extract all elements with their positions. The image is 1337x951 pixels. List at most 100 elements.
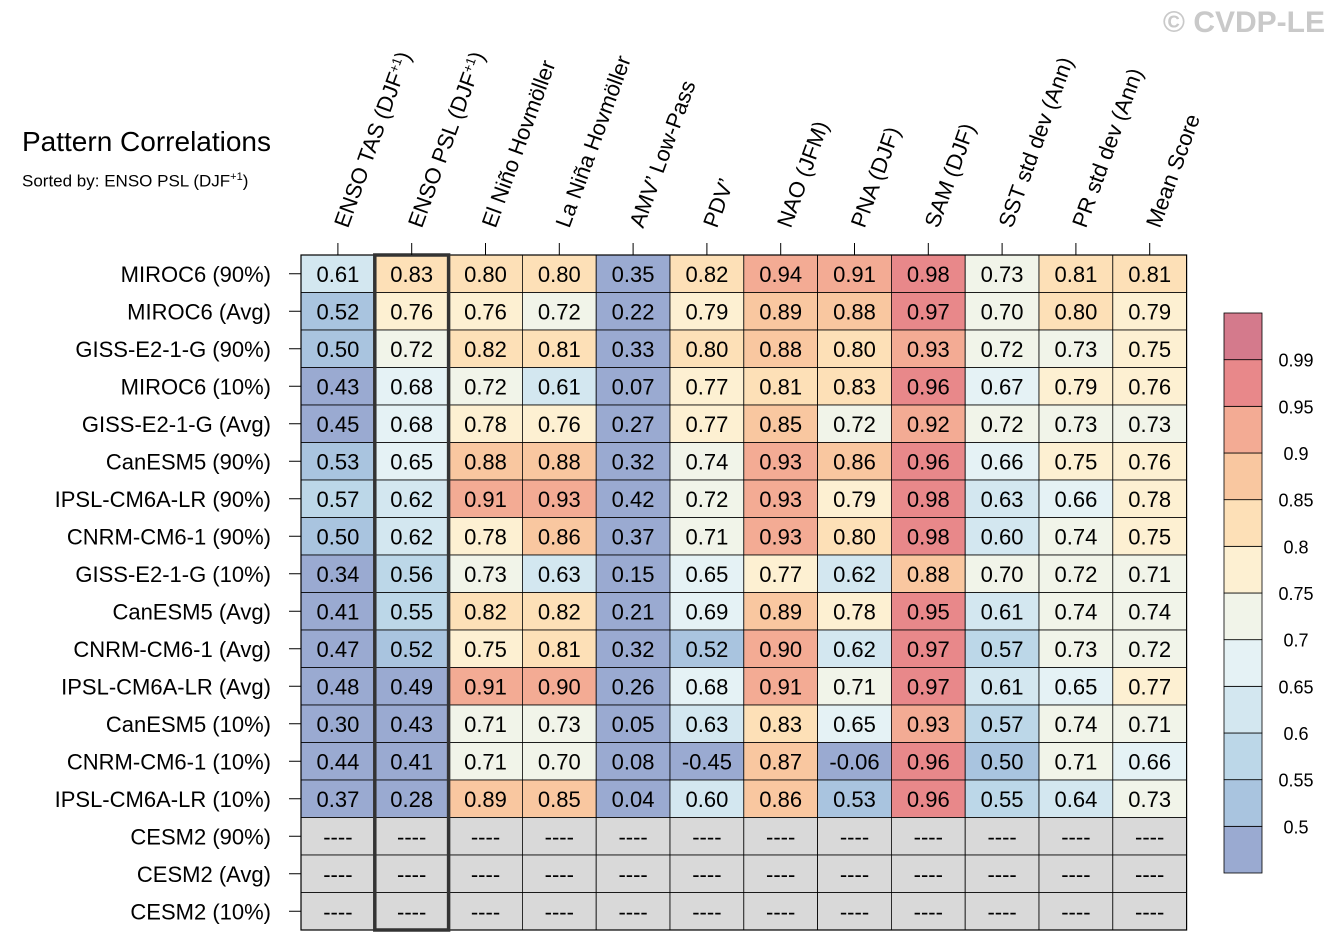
heatmap-cell <box>891 854 966 893</box>
column-header: ENSO TAS (DJF+1) <box>329 48 416 231</box>
cell-value-label: 0.79 <box>685 299 728 324</box>
heatmap-cell <box>595 554 671 593</box>
heatmap-cell <box>522 254 597 293</box>
cell-value-label: 0.52 <box>685 637 728 662</box>
row-label: MIROC6 (Avg) <box>127 299 271 324</box>
row-label: IPSL-CM6A-LR (Avg) <box>61 674 271 699</box>
cell-value-label: 0.26 <box>612 674 655 699</box>
heatmap-cell <box>743 779 818 818</box>
heatmap-cell <box>522 592 597 631</box>
heatmap-cell <box>522 892 597 931</box>
cell-value-label: 0.05 <box>612 712 655 737</box>
heatmap-cell <box>669 892 745 931</box>
heatmap-cell <box>743 517 818 556</box>
heatmap-cell <box>522 292 597 331</box>
heatmap-cell <box>522 742 597 781</box>
heatmap-cell <box>300 854 376 893</box>
cell-value-label: 0.47 <box>316 637 359 662</box>
cell-value-label: 0.70 <box>981 562 1024 587</box>
cell-value-label: ---- <box>618 862 647 887</box>
cell-value-label: 0.49 <box>390 674 433 699</box>
cell-value-label: ---- <box>987 862 1016 887</box>
cell-value-label: ---- <box>987 824 1016 849</box>
heatmap-cell <box>669 667 745 706</box>
cell-value-label: ---- <box>471 862 500 887</box>
cell-value-label: 0.78 <box>464 412 507 437</box>
column-header: La Niña Hovmöller <box>551 52 636 231</box>
cell-value-label: 0.04 <box>612 787 655 812</box>
heatmap-cell <box>1112 592 1188 631</box>
cell-value-label: 0.72 <box>981 412 1024 437</box>
cell-value-label: 0.66 <box>1128 749 1171 774</box>
row-label: GISS-E2-1-G (90%) <box>75 337 271 362</box>
heatmap-cell <box>374 479 449 518</box>
cell-value-label: 0.81 <box>1054 262 1097 287</box>
heatmap-cell <box>1112 329 1188 368</box>
heatmap-cell <box>1112 742 1188 781</box>
row-label: CNRM-CM6-1 (Avg) <box>73 637 271 662</box>
heatmap-cell <box>1112 517 1188 556</box>
cell-value-label: ---- <box>987 899 1016 924</box>
cell-value-label: 0.68 <box>390 374 433 399</box>
heatmap-cell <box>1112 442 1188 481</box>
cell-value-label: 0.97 <box>907 637 950 662</box>
heatmap-cell <box>669 742 745 781</box>
cell-value-label: 0.72 <box>1054 562 1097 587</box>
colorbar-label: 0.99 <box>1278 351 1313 371</box>
heatmap-cell <box>300 479 376 518</box>
heatmap-cell <box>669 442 745 481</box>
heatmap-cell <box>891 667 966 706</box>
heatmap-cell <box>891 442 966 481</box>
cell-value-label: 0.80 <box>685 337 728 362</box>
row-labels: MIROC6 (90%) MIROC6 (Avg) GISS-E2-1-G (90%… <box>55 262 271 925</box>
cell-value-label: 0.96 <box>907 449 950 474</box>
heatmap-frame <box>300 254 1188 931</box>
heatmap-cell <box>1038 554 1114 593</box>
column-header: SST std dev (Ann) <box>993 54 1078 231</box>
cell-value-label: 0.65 <box>1054 674 1097 699</box>
heatmap-cell <box>669 854 745 893</box>
heatmap-cell <box>891 479 966 518</box>
colorbar: 0.5 0.55 0.6 0.65 0.7 0.75 0.8 0.85 0.9 0.95 0.99 <box>1223 312 1314 874</box>
cell-value-label: 0.79 <box>833 487 876 512</box>
column-header: ENSO PSL (DJF+1) <box>403 48 490 231</box>
heatmap-cell <box>891 517 966 556</box>
cell-value-label: 0.75 <box>1054 449 1097 474</box>
heatmap-cell <box>374 742 449 781</box>
column-header: SAM (DJF) <box>920 120 981 231</box>
heatmap-cell <box>817 554 892 593</box>
cell-value-label: 0.80 <box>1054 299 1097 324</box>
cell-value-label: 0.92 <box>907 412 950 437</box>
colorbar-box <box>1223 779 1263 827</box>
heatmap-cell <box>964 404 1040 443</box>
heatmap-cell <box>1038 442 1114 481</box>
cell-value-label: 0.98 <box>907 262 950 287</box>
cell-value-label: 0.80 <box>833 524 876 549</box>
heatmap-cell <box>374 404 449 443</box>
row-label: GISS-E2-1-G (Avg) <box>82 412 271 437</box>
column-header: PDV’ <box>698 175 739 231</box>
heatmap-cells <box>300 254 1188 931</box>
cell-value-label: ---- <box>766 862 795 887</box>
heatmap-cell <box>1038 292 1114 331</box>
row-label: CanESM5 (Avg) <box>112 599 271 624</box>
cell-value-label: 0.73 <box>1128 412 1171 437</box>
cell-value-label: 0.82 <box>538 599 581 624</box>
column-header: PR std dev (Ann) <box>1067 65 1148 231</box>
row-label: CNRM-CM6-1 (10%) <box>67 749 271 774</box>
heatmap-cell <box>964 629 1040 668</box>
heatmap-cell <box>669 404 745 443</box>
cell-value-label: 0.66 <box>981 449 1024 474</box>
cell-value-label: ---- <box>397 862 426 887</box>
heatmap-cell <box>595 817 671 856</box>
cell-value-label: ---- <box>471 824 500 849</box>
heatmap-cell <box>1112 254 1188 293</box>
heatmap-cell <box>1112 404 1188 443</box>
cell-value-label: -0.06 <box>829 749 879 774</box>
cell-value-label: 0.55 <box>981 787 1024 812</box>
heatmap-cell <box>595 404 671 443</box>
heatmap-cell <box>300 554 376 593</box>
heatmap-cell <box>374 817 449 856</box>
heatmap-cell <box>1112 629 1188 668</box>
heatmap-cell <box>1038 779 1114 818</box>
